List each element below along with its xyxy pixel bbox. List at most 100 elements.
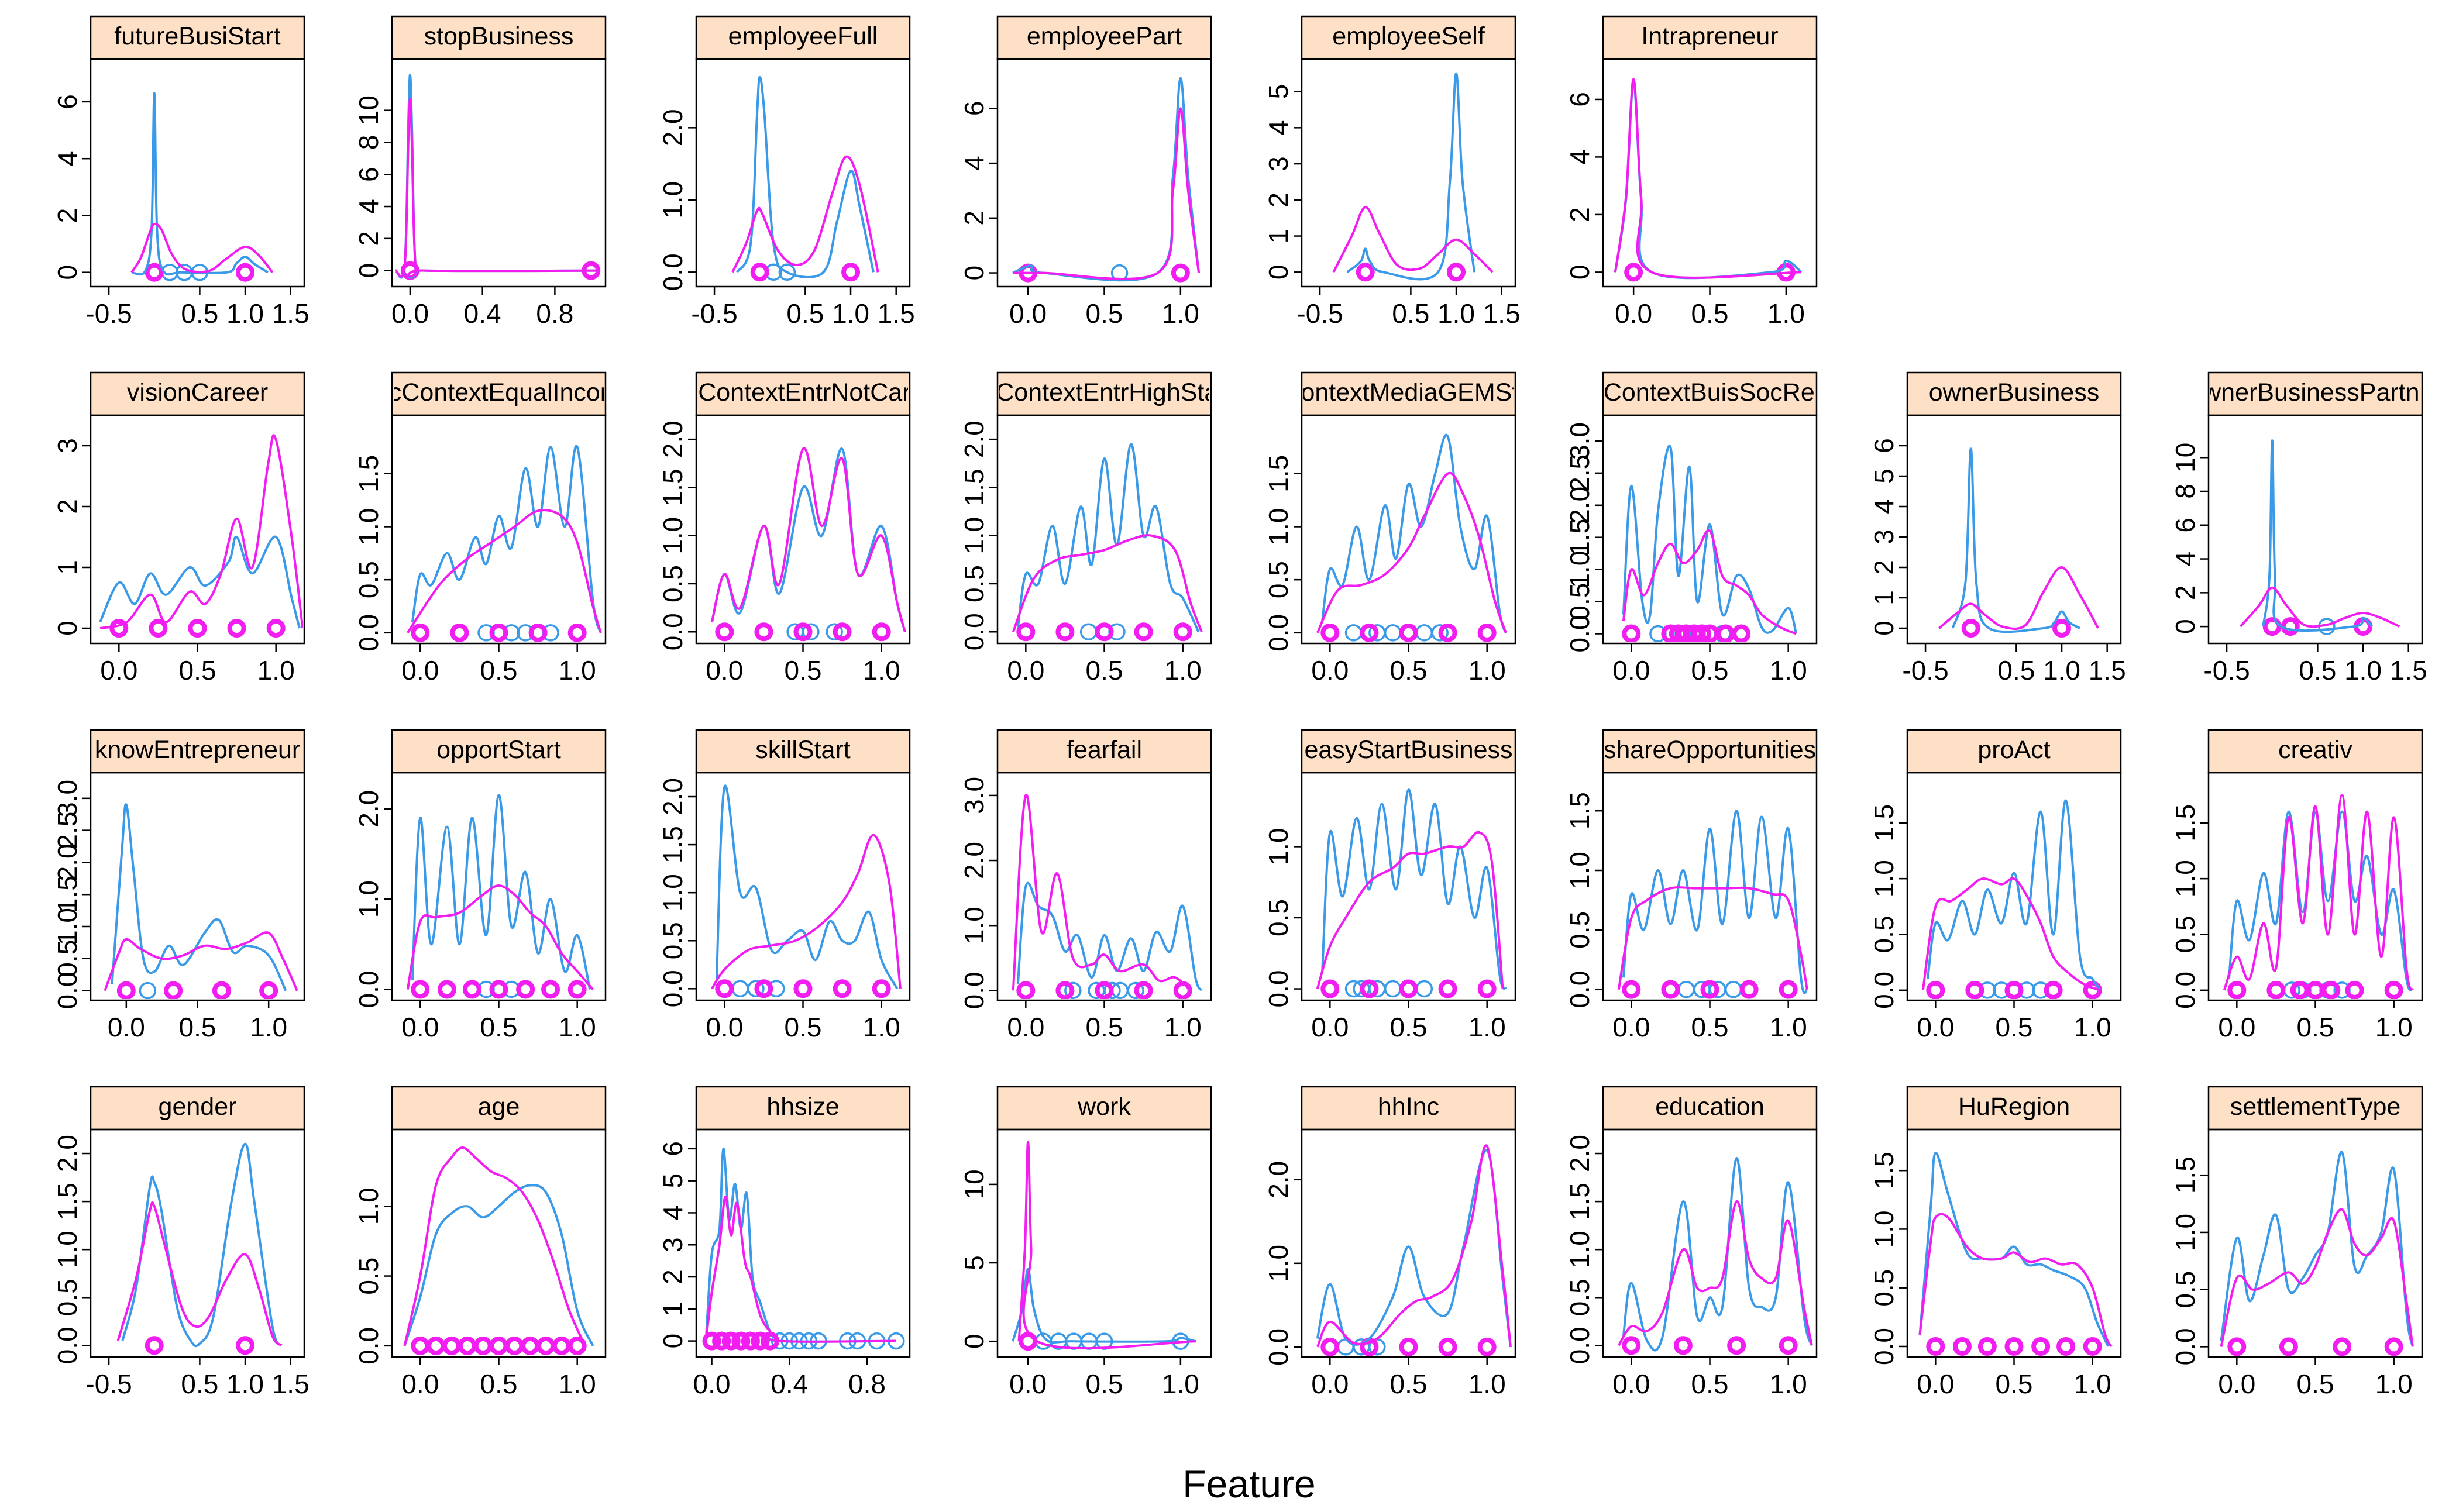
- rug-point-magenta: [1926, 980, 1945, 999]
- rug-point-magenta: [1019, 1332, 1038, 1351]
- y-tick-label: 3: [1869, 529, 1899, 545]
- y-tick-label: 4: [2170, 552, 2200, 567]
- y-tick-label: 1.0: [52, 1231, 82, 1268]
- x-tick-label: 1.0: [226, 1369, 264, 1399]
- x-tick-label: 1.0: [2375, 1369, 2413, 1399]
- panel: knowEntrepreneur0.00.51.01.52.02.53.00.0…: [52, 729, 305, 1042]
- rug-point-magenta: [1016, 622, 1036, 642]
- x-tick-label: 0.0: [1311, 1012, 1349, 1042]
- y-tick-label: 1.0: [353, 1187, 384, 1225]
- y-tick-label: 3.0: [959, 777, 989, 814]
- density-line-blue: [2262, 439, 2374, 632]
- y-tick-label: 0.0: [1263, 614, 1294, 652]
- x-tick-label: 0.5: [179, 1012, 216, 1042]
- panel-title: socContextEntrNotCareer: [659, 378, 947, 407]
- panel-strip: [90, 1086, 305, 1131]
- x-tick-label: 1.0: [863, 1012, 900, 1042]
- rug-point-magenta: [145, 263, 164, 282]
- panel-title: ownerBusinessPartner: [2189, 378, 2442, 407]
- panel-title: work: [1077, 1093, 1131, 1121]
- rug-point-magenta: [567, 980, 587, 999]
- y-tick-label: 0.0: [658, 970, 688, 1007]
- rug-point-magenta: [236, 1336, 255, 1355]
- density-line-blue: [1622, 445, 1798, 635]
- density-line-magenta: [1618, 1200, 1813, 1346]
- panel: socContextEntrNotCareer 0.0 0.5 1.0 1.5 2.0 0.…: [658, 371, 947, 686]
- y-tick-label: 1.0: [1564, 852, 1595, 889]
- x-tick-label: 0.0: [401, 1012, 439, 1042]
- y-tick-label: 0.0: [1564, 615, 1595, 653]
- y-tick-label: 1.5: [1564, 792, 1595, 829]
- y-tick-label: 1.0: [2170, 860, 2200, 897]
- plot-frame: [1301, 58, 1516, 288]
- x-tick-label: 1.5: [2390, 655, 2427, 686]
- rug-point-magenta: [1171, 263, 1190, 283]
- rug-point-blue: [1431, 624, 1449, 642]
- y-tick-label: 0: [2170, 619, 2200, 634]
- rug-point-magenta: [1134, 981, 1153, 999]
- density-line-blue: [715, 784, 899, 990]
- y-tick-label: 0.5: [52, 940, 82, 977]
- rug-point-magenta: [2333, 1337, 2352, 1356]
- density-line-magenta: [2223, 794, 2414, 991]
- y-tick-label: 3: [658, 1237, 688, 1252]
- x-tick-label: 0.0: [1612, 1012, 1650, 1042]
- x-tick-label: 0.5: [1390, 655, 1428, 686]
- x-tick-label: 1.0: [1468, 1369, 1506, 1399]
- y-tick-label: 3.0: [52, 780, 82, 817]
- x-tick-label: 1.0: [250, 1012, 287, 1042]
- plot-frame: [90, 1128, 305, 1358]
- y-tick-label: 10: [353, 95, 384, 125]
- rug-point-magenta: [516, 980, 535, 999]
- rug-point-magenta: [741, 1331, 760, 1351]
- rug-point-magenta: [227, 619, 246, 638]
- rug-point-magenta: [750, 263, 769, 282]
- rug-point-magenta: [2384, 980, 2403, 999]
- panel-title: stopBusiness: [424, 22, 574, 50]
- rug-point-magenta: [212, 981, 231, 999]
- y-tick-label: 2.0: [658, 778, 688, 815]
- panel-title: settlementType: [2230, 1093, 2401, 1121]
- rug-point-magenta: [458, 1336, 477, 1355]
- y-tick-label: 1: [1263, 229, 1294, 244]
- rug-point-magenta: [411, 1336, 430, 1355]
- rug-point-magenta: [109, 619, 129, 638]
- y-tick-label: 0.0: [52, 972, 82, 1010]
- y-tick-label: 1.0: [1263, 828, 1294, 865]
- panel: futureBusiStart 0 2 4 6 -0.5 0.5 1.0 1.5: [52, 15, 309, 329]
- y-tick-label: 1.0: [353, 880, 384, 918]
- panel-strip: [996, 729, 1212, 774]
- panel-title: hhsize: [766, 1093, 839, 1121]
- rug-point-blue: [1384, 980, 1402, 998]
- x-tick-label: 0.0: [401, 655, 439, 686]
- density-line-magenta: [1012, 534, 1203, 633]
- x-tick-label: 1.0: [2043, 655, 2080, 686]
- rug-point-magenta: [872, 622, 891, 642]
- x-tick-label: 1.0: [226, 298, 264, 329]
- x-tick-label: 0.5: [1996, 1369, 2033, 1399]
- panel: creativ 0.0 0.5 1.0 1.5 0.0 0.5 1.0: [2170, 729, 2423, 1042]
- x-tick-label: -0.5: [85, 298, 132, 329]
- density-line-magenta: [104, 931, 298, 991]
- y-tick-label: 1.0: [1869, 1210, 1899, 1248]
- density-line-magenta: [1921, 877, 2101, 991]
- rug-point-magenta: [833, 622, 852, 642]
- x-axis-title: Feature: [1182, 1462, 1315, 1506]
- y-tick-label: 0.0: [2170, 1328, 2200, 1365]
- rug-point-magenta: [1438, 979, 1457, 998]
- panel-title: gender: [159, 1093, 237, 1121]
- y-tick-label: 1.0: [1263, 1245, 1294, 1282]
- panel-title: easyStartBusiness: [1304, 736, 1512, 764]
- panel-title: employeeFull: [728, 22, 878, 50]
- panel: socContextBuisSocRespo0.00.51.01.52.02.5…: [1564, 371, 1818, 686]
- rug-point-magenta: [521, 1336, 540, 1355]
- rug-point-magenta: [1320, 623, 1340, 642]
- x-tick-label: 1.0: [1468, 1012, 1506, 1042]
- x-tick-label: 0.4: [464, 298, 501, 329]
- x-tick-label: 1.5: [1483, 298, 1521, 329]
- y-tick-label: 3.0: [1564, 422, 1595, 460]
- rug-point-magenta: [1095, 981, 1114, 999]
- rug-point-magenta: [1727, 1336, 1746, 1355]
- y-tick-label: 1: [1869, 590, 1899, 605]
- density-line-magenta: [2239, 586, 2400, 628]
